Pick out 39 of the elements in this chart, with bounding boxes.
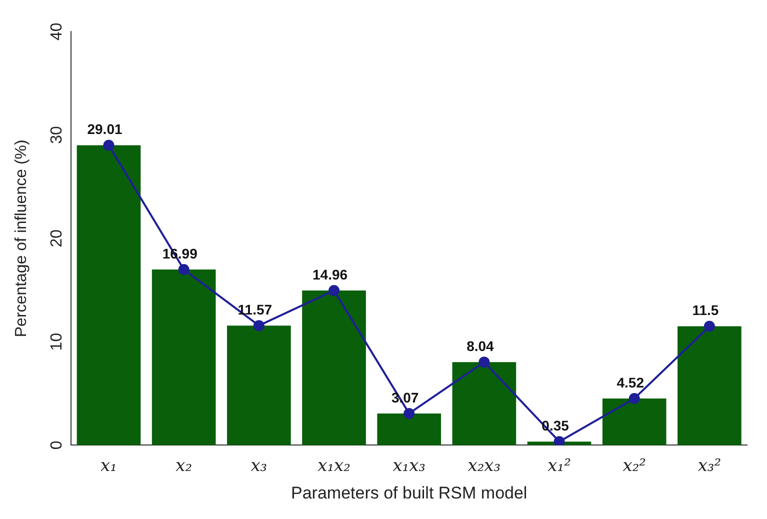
y-tick-label: 40 bbox=[48, 22, 66, 40]
data-label: 8.04 bbox=[466, 338, 494, 354]
x-tick-label: x₁² bbox=[548, 456, 572, 476]
bar bbox=[76, 145, 141, 446]
point bbox=[178, 264, 190, 276]
point bbox=[253, 320, 264, 332]
x-tick-label: x₁x₂ bbox=[318, 456, 351, 476]
x-tick-label: x₂x₃ bbox=[468, 456, 501, 476]
x-axis-title: Parameters of built RSM model bbox=[291, 483, 528, 502]
bar bbox=[302, 290, 366, 446]
data-label: 11.5 bbox=[692, 302, 719, 318]
y-axis-title: Percentage of influence (%) bbox=[13, 140, 30, 338]
point bbox=[554, 436, 565, 446]
bar bbox=[152, 270, 216, 446]
bar bbox=[452, 362, 516, 446]
x-tick-label: x₂ bbox=[176, 456, 192, 476]
y-tick-label: 10 bbox=[48, 332, 66, 351]
x-tick-label: x₃² bbox=[698, 456, 722, 476]
data-label: 29.01 bbox=[87, 121, 122, 138]
y-tick-label: 20 bbox=[48, 229, 66, 248]
point bbox=[404, 408, 415, 419]
data-label: 14.96 bbox=[312, 266, 348, 282]
y-tick-label: 0 bbox=[48, 440, 66, 450]
point bbox=[704, 320, 715, 332]
data-label: 11.57 bbox=[238, 301, 272, 318]
bar bbox=[602, 398, 666, 446]
point bbox=[103, 140, 114, 151]
x-tick-label: x₃ bbox=[250, 456, 268, 476]
bar bbox=[377, 413, 442, 446]
point bbox=[478, 356, 490, 368]
data-label: 4.52 bbox=[616, 374, 644, 390]
bar bbox=[678, 326, 742, 446]
y-tick-label: 30 bbox=[48, 126, 66, 144]
point bbox=[628, 392, 640, 404]
x-tick-label: x₂² bbox=[622, 456, 646, 476]
point bbox=[328, 285, 340, 296]
x-tick-label: x₁x₃ bbox=[392, 456, 426, 476]
x-tick-label: x₁ bbox=[100, 456, 117, 476]
bar bbox=[227, 326, 291, 446]
